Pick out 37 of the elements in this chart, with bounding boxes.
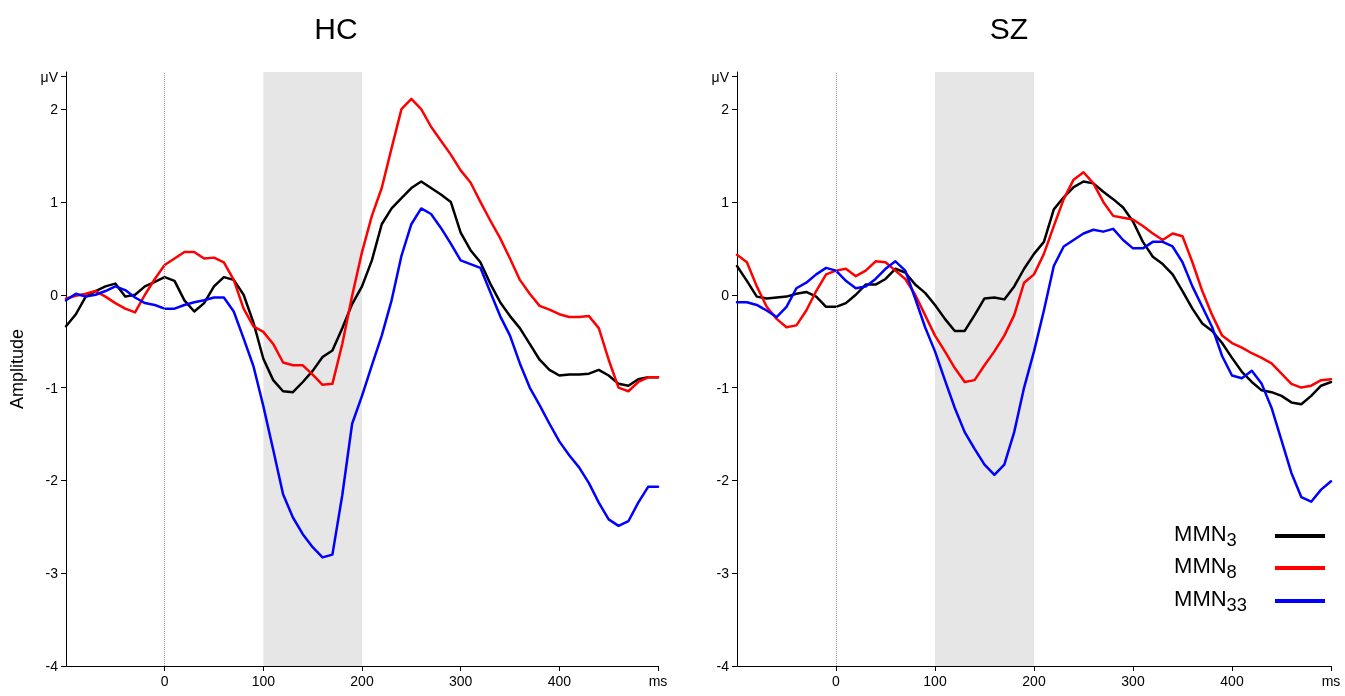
x-tick-label: 200 xyxy=(1022,673,1046,689)
line-series xyxy=(64,207,660,559)
legend-label: MMN$_{33}$ xyxy=(1174,585,1247,616)
line-series xyxy=(64,97,660,393)
y-tick-label: -2 xyxy=(45,472,59,489)
line-series xyxy=(735,227,1333,503)
legend-label: MMN$_{3}$ xyxy=(1174,520,1238,552)
x-tick-label: ms xyxy=(648,673,668,689)
x-tick-label: 300 xyxy=(1121,673,1145,689)
x-tick-label: ms xyxy=(1321,673,1341,689)
chart-title: HC xyxy=(314,11,358,45)
y-tick-label: 1 xyxy=(721,193,730,210)
y-tick-label: μV xyxy=(711,68,730,85)
y-tick-label: μV xyxy=(40,68,59,85)
y-tick-label: -4 xyxy=(45,658,59,674)
x-tick-label: 400 xyxy=(1220,673,1244,689)
x-tick-label: 0 xyxy=(832,673,841,689)
y-tick-label: 0 xyxy=(721,286,730,303)
y-tick-label: 1 xyxy=(50,193,59,210)
y-tick-label: 0 xyxy=(50,286,59,303)
x-tick-label: 400 xyxy=(547,673,572,689)
y-tick-label: -3 xyxy=(716,565,730,582)
chart-title: SZ xyxy=(989,11,1029,45)
x-tick-label: 0 xyxy=(160,673,169,689)
y-tick-label: 2 xyxy=(721,101,730,118)
x-tick-label: 300 xyxy=(448,673,473,689)
y-tick-label: -3 xyxy=(45,565,59,582)
x-tick-label: 100 xyxy=(923,673,947,689)
legend-label: MMN$_{8}$ xyxy=(1174,553,1238,584)
y-axis-title: Amplitude xyxy=(7,328,27,410)
y-tick-label: -1 xyxy=(45,379,59,396)
y-tick-label: -2 xyxy=(716,472,730,489)
y-tick-label: 2 xyxy=(50,101,59,118)
y-tick-label: -4 xyxy=(716,658,730,674)
x-tick-label: 200 xyxy=(350,673,374,689)
y-tick-label: -1 xyxy=(716,379,730,396)
x-tick-label: 100 xyxy=(251,673,276,689)
